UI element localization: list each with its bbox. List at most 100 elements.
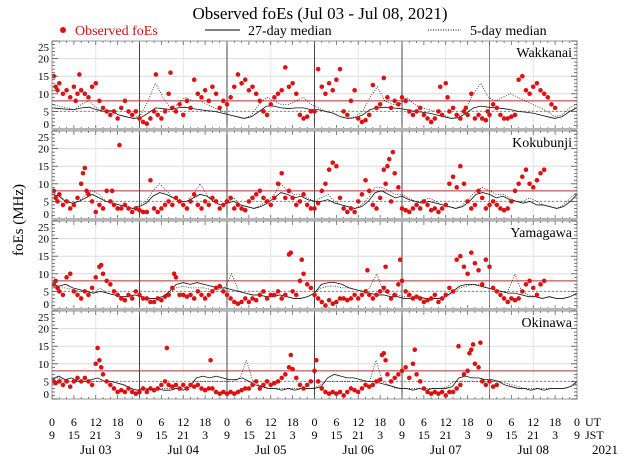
- observed-point: [250, 195, 255, 201]
- observed-point: [315, 379, 321, 384]
- observed-point: [77, 72, 82, 77]
- observed-point: [53, 84, 58, 90]
- observed-point: [345, 112, 350, 118]
- observed-point: [257, 188, 263, 194]
- observed-point: [334, 299, 339, 305]
- observed-point: [75, 195, 80, 201]
- x-tick-label-jst: 15: [243, 428, 255, 442]
- observed-point: [290, 195, 295, 201]
- x-tick-label-ut: 0: [399, 415, 405, 429]
- observed-point: [458, 116, 463, 121]
- observed-point: [78, 296, 84, 301]
- observed-point: [512, 188, 518, 194]
- observed-point: [383, 181, 388, 187]
- observed-point: [396, 185, 401, 190]
- observed-point: [97, 357, 102, 363]
- x-tick-label-jst: 21: [90, 428, 102, 442]
- panel-divider: [52, 218, 577, 221]
- x-tick-label-jst: 15: [330, 428, 342, 442]
- observed-point: [312, 368, 317, 374]
- observed-point: [385, 95, 390, 100]
- observed-point: [432, 292, 438, 298]
- observed-point: [86, 292, 91, 298]
- observed-point: [126, 292, 131, 298]
- observed-point: [250, 296, 255, 301]
- observed-point: [242, 296, 248, 301]
- observed-point: [126, 386, 131, 391]
- observed-point: [250, 382, 255, 388]
- observed-point: [299, 257, 305, 263]
- observed-point: [534, 177, 540, 183]
- observed-point: [279, 375, 284, 381]
- observed-point: [421, 112, 427, 118]
- observed-point: [56, 80, 62, 86]
- observed-point: [458, 163, 463, 169]
- observed-point: [487, 379, 492, 384]
- observed-point: [268, 382, 274, 388]
- observed-point: [53, 278, 58, 284]
- observed-point: [505, 299, 511, 305]
- observed-point: [151, 206, 157, 211]
- observed-point: [191, 296, 197, 301]
- observed-point: [275, 91, 281, 97]
- observed-point: [297, 278, 303, 284]
- observed-point: [319, 84, 325, 90]
- y-tick-label: 25: [38, 312, 50, 324]
- observed-point: [461, 264, 467, 270]
- observed-point: [326, 297, 332, 303]
- observed-point: [450, 289, 456, 294]
- observed-point: [283, 292, 288, 298]
- observed-point: [541, 91, 547, 97]
- observed-point: [439, 389, 445, 395]
- observed-point: [199, 292, 204, 298]
- observed-point: [421, 299, 427, 305]
- observed-point: [304, 202, 310, 208]
- observed-point: [64, 199, 69, 204]
- observed-point: [383, 357, 388, 363]
- observed-point: [242, 386, 248, 391]
- observed-point: [463, 105, 469, 111]
- x-tick-label-ut: 12: [177, 415, 189, 429]
- observed-point: [406, 292, 412, 298]
- observed-point: [122, 389, 128, 395]
- observed-point: [67, 95, 73, 100]
- observed-point: [465, 199, 470, 204]
- observed-point: [428, 207, 434, 213]
- observed-point: [538, 282, 543, 287]
- observed-point: [111, 202, 117, 208]
- observed-point: [530, 185, 536, 190]
- observed-point: [217, 105, 223, 111]
- observed-point: [137, 116, 142, 121]
- observed-point: [312, 206, 317, 211]
- observed-point: [520, 73, 525, 79]
- observed-point: [388, 199, 394, 204]
- observed-point: [264, 296, 270, 301]
- observed-point: [195, 202, 201, 208]
- observed-point: [177, 199, 182, 204]
- observed-point: [264, 199, 270, 204]
- panel-divider: [52, 308, 577, 311]
- legend-5day-label: 5-day median: [470, 24, 547, 39]
- observed-point: [75, 91, 80, 97]
- observed-point: [304, 114, 310, 119]
- observed-point: [184, 294, 190, 299]
- observed-point: [450, 174, 456, 180]
- observed-point: [100, 206, 106, 211]
- observed-point: [288, 250, 294, 255]
- observed-point: [326, 391, 332, 397]
- observed-point: [388, 105, 394, 111]
- x-tick-label-ut: 18: [462, 415, 474, 429]
- observed-point: [122, 297, 128, 303]
- observed-point: [261, 109, 266, 114]
- observed-point: [315, 66, 321, 72]
- x-tick-label-ut: 18: [549, 415, 561, 429]
- observed-point: [288, 352, 294, 358]
- y-tick-label: 15: [38, 341, 50, 353]
- y-tick-label: 10: [38, 179, 50, 191]
- observed-point: [253, 91, 259, 97]
- observed-point: [458, 253, 463, 259]
- observed-point: [213, 285, 219, 291]
- observed-point: [140, 119, 146, 125]
- observed-point: [275, 289, 281, 294]
